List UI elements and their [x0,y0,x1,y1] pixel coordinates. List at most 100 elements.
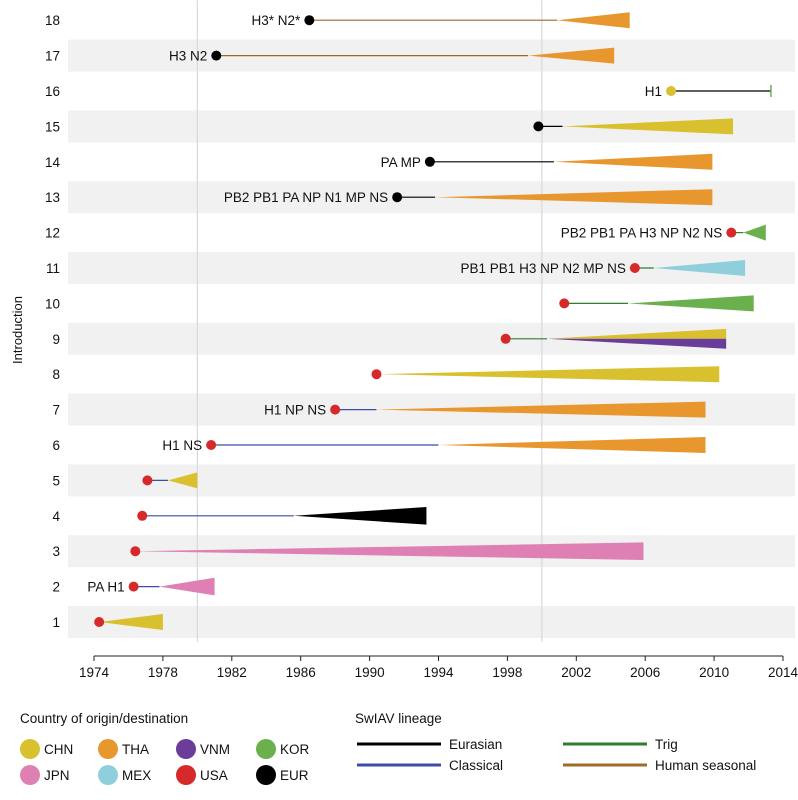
country-legend-item: CHN [20,739,73,759]
lineage-label: Eurasian [449,737,502,752]
introduction-row: PA MP 14 [45,153,713,170]
lineage-label: Human seasonal [655,758,756,773]
lineage-legend-item: Human seasonal [563,758,756,773]
country-label: KOR [280,742,310,757]
country-swatch [256,765,276,785]
introduction-row: H1 16 [45,84,772,99]
country-swatch [20,765,40,785]
origin-dot [666,86,677,96]
legend: Country of origin/destination SwIAV line… [20,711,756,785]
country-legend-item: JPN [20,765,70,785]
x-tick-label: 1994 [423,665,454,680]
country-legend-item: USA [176,765,228,785]
origin-dot [142,475,153,486]
introduction-row: PB2 PB1 PA H3 NP N2 NS 12 [45,224,766,241]
country-label: THA [122,742,149,757]
x-tick-label: 2006 [630,665,660,680]
row-band [68,606,795,638]
country-swatch [256,739,276,759]
origin-dot [371,369,382,380]
y-tick-label: 2 [52,580,60,595]
wedge-lower [547,338,727,349]
segment-label: H3* N2* [252,13,302,28]
country-swatch [176,739,196,759]
country-legend-item: KOR [256,739,310,759]
y-tick-label: 1 [52,615,60,630]
introduction-row: PB1 PB1 H3 NP N2 MP NS 11 [46,260,746,276]
origin-dot [392,192,403,203]
lineage-label: Classical [449,758,503,773]
lineage-wedge [653,260,746,276]
lineage-wedge [627,295,754,312]
origin-dot [94,617,105,627]
origin-dot [559,298,570,309]
lineage-wedge [438,437,706,453]
y-tick-label: 13 [45,190,60,205]
introduction-row: 5 [52,472,198,489]
introduction-row: H1 NP NS 7 [52,401,706,418]
y-tick-label: 17 [45,49,60,64]
country-legend-item: VNM [176,739,230,759]
country-label: USA [200,768,228,783]
origin-dot [206,440,217,450]
origin-dot [629,263,640,273]
introduction-row: 9 [52,328,727,349]
lineage-wedge [743,224,766,241]
segment-label: H3 N2 [169,49,207,64]
lineage-wedge [376,401,706,418]
lineage-wedge [159,577,215,596]
segment-label: PB2 PB1 PA NP N1 MP NS [224,190,388,205]
segment-label: H1 [645,84,662,99]
y-tick-label: 9 [52,332,60,347]
origin-dot [330,404,341,415]
x-tick-label: 1986 [286,665,316,680]
country-swatch [176,765,196,785]
y-tick-label: 8 [52,367,60,382]
lineage-wedge [528,47,615,64]
introduction-row: PA H1 2 [52,577,215,596]
origin-dot [533,121,544,132]
y-tick-label: 3 [52,544,60,559]
introduction-row: 10 [45,295,754,312]
x-tick-label: 2010 [699,665,729,680]
segment-label: PA MP [381,155,421,170]
lineage-wedge [376,366,720,383]
origin-dot [211,50,222,61]
introduction-row: H3 N2 17 [45,47,615,64]
x-tick-label: 1978 [148,665,178,680]
origin-dot [130,546,141,557]
x-tick-label: 1974 [79,665,110,680]
introduction-row: 4 [52,507,427,525]
country-label: MEX [122,768,151,783]
introduction-rows: 1 PA H1 2 3 4 5 H1 NS 6 H1 NP NS 7 8 9 10 PB1 PB1 H3 … [45,12,772,630]
y-tick-label: 16 [45,84,60,99]
country-legend-item: THA [98,739,149,759]
country-swatch [98,739,118,759]
x-tick-label: 2014 [768,665,798,680]
country-label: CHN [44,742,73,757]
lineage-legend-item: Trig [563,737,678,752]
x-tick-label: 2002 [561,665,591,680]
x-tick-label: 1998 [492,665,522,680]
origin-dot [304,15,315,26]
lineage-legend-items: Eurasian Trig Classical Human seasonal [357,737,756,773]
country-legend-title: Country of origin/destination [20,711,188,726]
segment-label: PA H1 [87,580,124,595]
x-axis: 1974 1978 1982 1986 1990 1994 1998 2002 2006 2010… [79,655,798,680]
origin-dot [726,227,737,238]
y-tick-label: 15 [45,119,60,134]
lineage-wedge [135,542,644,560]
x-tick-label: 1990 [355,665,385,680]
origin-dot [500,333,511,344]
reference-lines [196,0,543,642]
introduction-row: 3 [52,542,644,560]
y-tick-label: 10 [45,296,60,311]
origin-dot [128,581,139,592]
introduction-row: 8 [52,366,720,383]
y-tick-label: 14 [45,155,61,170]
y-axis-label: Introduction [10,296,25,364]
lineage-wedge [99,614,163,630]
introduction-row: PB2 PB1 PA NP N1 MP NS 13 [45,189,713,206]
lineage-wedge [562,118,734,135]
